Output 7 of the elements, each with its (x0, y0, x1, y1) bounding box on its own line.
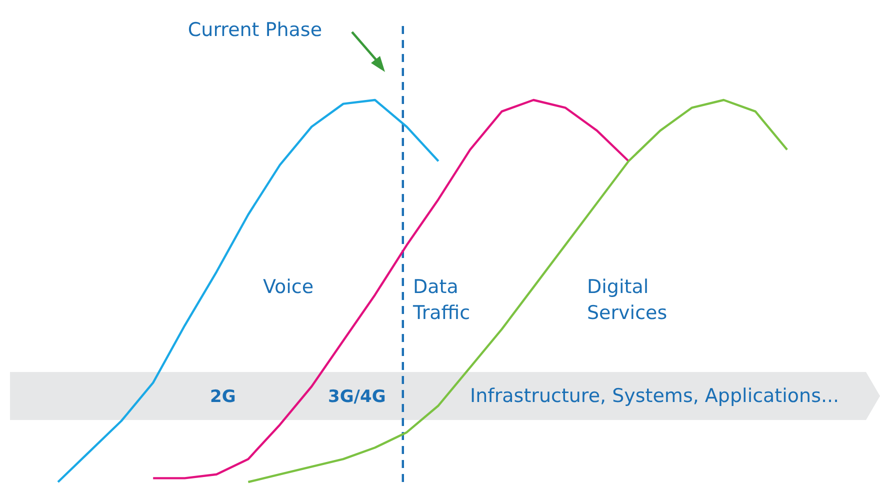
annotation: 3G/4G (328, 387, 386, 407)
text: Current Phase (188, 19, 322, 41)
annotation: Infrastructure, Systems, Applications... (470, 385, 840, 407)
series-label: Digital Services (587, 276, 668, 324)
text: Voice (263, 276, 314, 298)
annotation: 2G (210, 387, 236, 407)
series-label: Data Traffic (412, 276, 470, 324)
